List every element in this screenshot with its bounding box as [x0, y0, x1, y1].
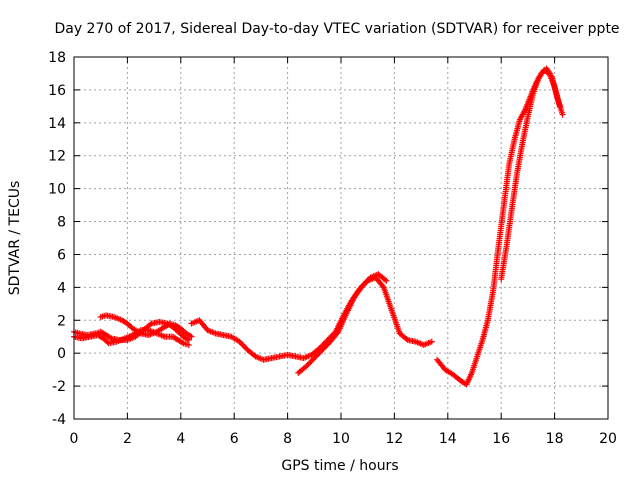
y-axis-label: SDTVAR / TECUs [7, 181, 23, 296]
data-point-fill [240, 342, 247, 349]
x-tick-label: 20 [599, 431, 617, 447]
x-tick-label: 16 [492, 431, 510, 447]
data-point-fill [239, 341, 246, 348]
data-point-fill [360, 281, 367, 288]
data-point-fill [320, 345, 327, 352]
data-point-fill [315, 351, 322, 358]
x-tick-label: 12 [385, 431, 403, 447]
x-tick-label: 2 [123, 431, 132, 447]
x-axis-label: GPS time / hours [281, 458, 398, 474]
data-point [428, 338, 435, 345]
y-tick-label: 10 [48, 182, 66, 198]
data-point-fill [304, 361, 311, 368]
x-tick-label: 0 [70, 431, 79, 447]
y-tick-label: 8 [57, 215, 66, 231]
x-tick-label: 14 [439, 431, 457, 447]
data-point [559, 111, 566, 118]
data-point-fill [305, 360, 312, 367]
y-tick-label: 0 [57, 346, 66, 362]
x-tick-label: 10 [332, 431, 350, 447]
y-tick-label: 14 [48, 116, 66, 132]
data-point-fill [363, 278, 370, 285]
chart-title: Day 270 of 2017, Sidereal Day-to-day VTE… [54, 21, 619, 37]
data-point-fill [362, 279, 369, 286]
data-point [311, 355, 318, 362]
data-point [236, 338, 243, 345]
grid [74, 57, 608, 419]
axis-ticks: 0 2 4 6 8 10 12 14 16 18 20 -4 -2 0 2 4 6 8 10 12 14 16 18 [48, 50, 617, 447]
data-point [359, 282, 366, 289]
data-point-fill [312, 353, 319, 360]
data-point-fill [316, 349, 323, 356]
x-tick-label: 18 [546, 431, 564, 447]
data-point-fill [107, 334, 114, 341]
x-tick-label: 4 [176, 431, 185, 447]
data-point-fill [382, 276, 389, 283]
data-point-fill [237, 340, 244, 347]
y-tick-label: 12 [48, 149, 66, 165]
data-point-fill [179, 339, 186, 346]
data-point [303, 363, 310, 370]
data-point-fill [309, 356, 316, 363]
data-point-fill [321, 344, 328, 351]
y-tick-label: 4 [57, 280, 66, 296]
data-point [188, 333, 195, 340]
data-point-fill [323, 342, 330, 349]
data-point-fill [308, 357, 315, 364]
data-point [383, 277, 390, 284]
data-point-fill [324, 341, 331, 348]
plot-frame [73, 56, 609, 420]
y-tick-label: -2 [52, 379, 66, 395]
data-point-fill [241, 344, 248, 351]
y-tick-label: 2 [57, 313, 66, 329]
data-point-fill [364, 277, 371, 284]
y-tick-label: 16 [48, 83, 66, 99]
data-point-fill [187, 332, 194, 339]
data-point-fill [307, 359, 314, 366]
y-tick-label: 6 [57, 247, 66, 263]
data-point-fill [317, 348, 324, 355]
data-point [319, 346, 326, 353]
x-tick-label: 8 [283, 431, 292, 447]
x-tick-label: 6 [230, 431, 239, 447]
data-point-fill [313, 352, 320, 359]
y-tick-label: -4 [52, 412, 66, 428]
data-points [71, 65, 566, 388]
y-tick-label: 18 [48, 50, 66, 66]
data-point [556, 103, 563, 110]
